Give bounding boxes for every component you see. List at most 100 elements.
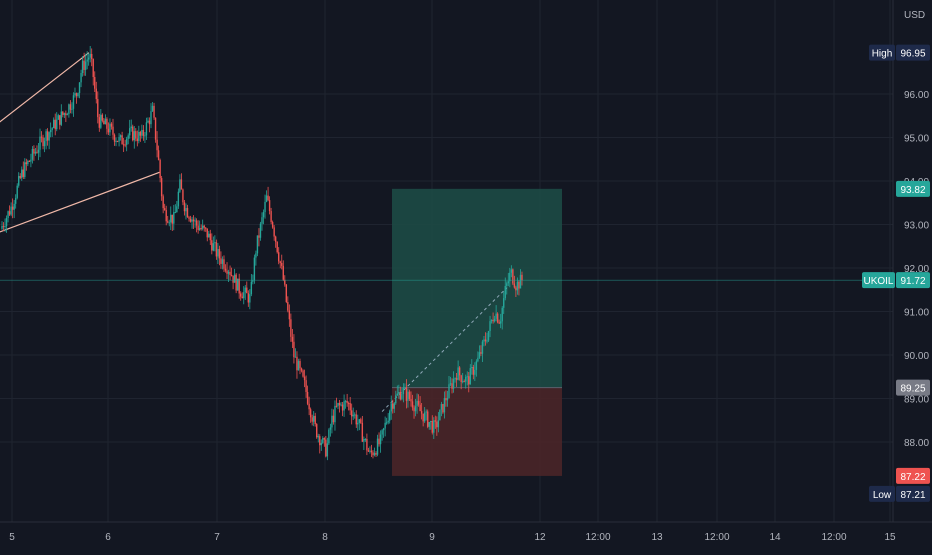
candle-body: [357, 422, 359, 425]
candle-body: [246, 287, 248, 294]
candle-body: [463, 381, 465, 383]
candle-body: [122, 144, 125, 146]
candle-body: [265, 195, 268, 202]
candle-body: [382, 428, 385, 431]
candle-body: [121, 135, 123, 145]
symbol-badge-text: UKOIL: [863, 276, 893, 287]
candle-body: [504, 285, 506, 299]
candle-body: [160, 178, 163, 197]
x-tick-label: 6: [105, 532, 111, 543]
candle-body: [392, 403, 394, 409]
position-zones[interactable]: [392, 188, 562, 476]
candle-body: [129, 128, 131, 136]
candle-body: [440, 404, 443, 410]
candle-body: [439, 409, 441, 421]
candle-body: [279, 261, 281, 263]
candle-body: [387, 420, 389, 423]
candle-body: [411, 401, 414, 408]
x-tick-label: 7: [214, 532, 220, 543]
candle-body: [170, 214, 172, 223]
candle-body: [107, 128, 110, 133]
candle-body: [218, 249, 221, 259]
target-price-badge: 93.82: [896, 180, 930, 197]
candle-body: [165, 210, 167, 222]
low-value-badge: 87.21: [896, 485, 930, 502]
candle-body: [75, 93, 78, 97]
candle-body: [113, 134, 116, 142]
candle-body: [145, 122, 148, 136]
candle-body: [381, 430, 383, 435]
channel-line[interactable]: [0, 171, 160, 233]
candle-body: [521, 274, 523, 281]
candle-body: [25, 162, 28, 165]
candle-body: [195, 220, 198, 226]
candle-body: [317, 436, 319, 438]
candle-body: [238, 278, 240, 294]
candle-body: [33, 149, 35, 154]
candle-body: [162, 196, 164, 209]
candle-body: [294, 356, 297, 358]
candle-body: [507, 281, 509, 284]
candle-body: [92, 58, 94, 77]
entry-price-badge: 89.25: [896, 379, 930, 396]
x-tick-label: 5: [9, 532, 15, 543]
candle-body: [198, 228, 201, 230]
candle-body: [431, 421, 433, 433]
channel-line[interactable]: [0, 52, 90, 125]
projection-line[interactable]: [381, 287, 508, 412]
candle-body: [7, 211, 9, 219]
x-tick-label: 12:00: [585, 532, 610, 543]
candle-body: [136, 138, 139, 141]
candle-body: [205, 227, 207, 229]
candle-body: [267, 195, 269, 201]
candle-body: [475, 361, 478, 370]
candle-body: [240, 293, 242, 297]
candle-body: [425, 411, 427, 413]
drawing-lines[interactable]: [0, 52, 508, 412]
candle-body: [471, 366, 473, 369]
candle-body: [480, 352, 482, 354]
candle-body: [501, 307, 503, 322]
candle-body: [281, 262, 283, 266]
y-tick-label: 89.00: [904, 395, 929, 406]
candle-body: [442, 404, 444, 413]
x-tick-label: 12:00: [704, 532, 729, 543]
candle-body: [262, 212, 265, 218]
candle-body: [220, 258, 222, 264]
candle-body: [322, 438, 324, 443]
candle-body: [97, 99, 99, 118]
x-tick-label: 12:00: [821, 532, 846, 543]
stop-price-badge-text: 87.22: [900, 472, 925, 483]
candle-body: [360, 419, 362, 423]
candle-body: [469, 368, 471, 385]
candle-body: [167, 221, 169, 223]
candle-body: [273, 227, 275, 237]
candle-body: [77, 93, 79, 97]
candle-body: [287, 302, 289, 311]
candle-body: [477, 357, 479, 362]
x-tick-label: 14: [769, 532, 781, 543]
candle-body: [60, 111, 62, 125]
x-tick-label: 15: [884, 532, 896, 543]
stop-zone[interactable]: [392, 387, 562, 476]
candle-body: [233, 274, 236, 283]
candle-body: [115, 140, 117, 142]
candle-body: [112, 126, 114, 135]
candle-body: [215, 242, 218, 257]
candle-body: [34, 151, 37, 154]
stop-price-badge: 87.22: [896, 467, 930, 484]
candle-body: [98, 117, 101, 128]
candle-body: [305, 380, 307, 392]
candle-body: [369, 450, 371, 452]
candle-body: [4, 226, 6, 228]
candle-body: [367, 450, 370, 452]
candle-body: [472, 366, 475, 375]
candle-body: [214, 242, 216, 244]
target-zone[interactable]: [392, 188, 562, 388]
candle-body: [200, 228, 202, 230]
candle-body: [455, 378, 458, 380]
candle-body: [144, 135, 146, 137]
candle-body: [290, 319, 292, 337]
